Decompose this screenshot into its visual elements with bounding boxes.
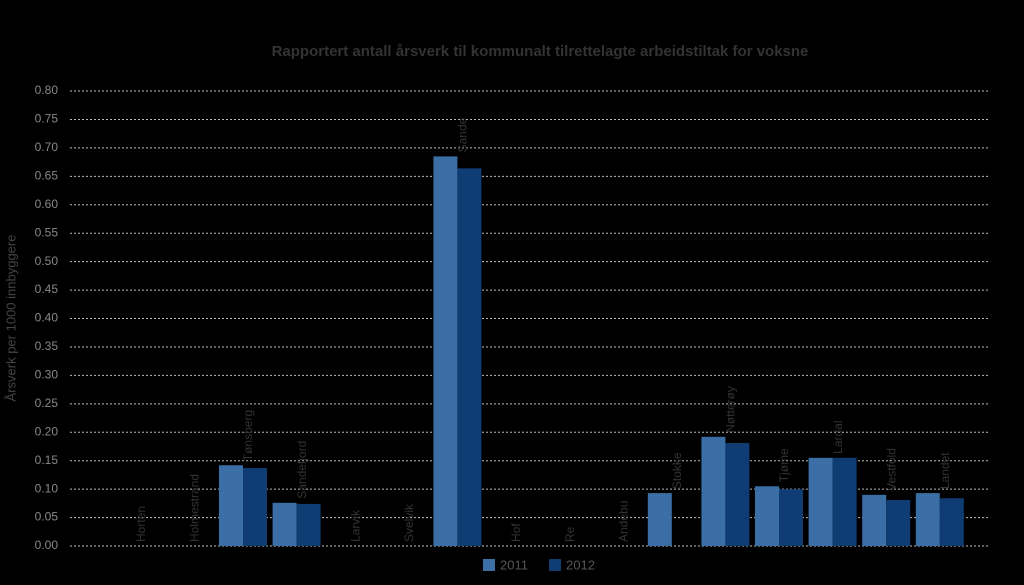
y-tick-label: 0.70 [35,140,59,154]
bar [219,465,243,546]
legend-swatch [549,559,561,571]
y-tick-label: 0.15 [35,453,59,467]
y-tick-label: 0.65 [35,168,59,182]
bar [243,468,267,546]
category-label: Landet [938,452,952,489]
bar [808,457,833,546]
category-label: Svelvik [402,503,416,542]
y-tick-label: 0.40 [35,311,59,325]
chart-title: Rapportert antall årsverk til kommunalt … [272,43,809,60]
category-label: Larvik [348,509,362,542]
y-tick-label: 0.60 [35,197,59,211]
bar [779,489,803,546]
category-label: Andebu [616,501,630,542]
category-label: Tønsberg [241,410,255,461]
category-label: Re [563,526,577,542]
y-tick-label: 0.20 [35,424,59,438]
legend-label: 2011 [500,557,528,572]
legend-label: 2012 [566,557,595,572]
y-tick-label: 0.25 [35,396,59,410]
category-label: Horten [134,506,148,542]
category-label: Holmestrand [188,474,202,542]
category-label: Nøtterøy [724,386,738,433]
bar [915,493,940,546]
category-label: Hof [509,523,523,542]
bar [939,498,964,546]
bar [832,457,857,546]
bar [433,156,458,546]
y-tick-label: 0.55 [35,225,59,239]
y-tick-label: 0.30 [35,368,59,382]
bar [886,499,911,546]
bar [725,443,750,546]
category-label: Tjøme [777,448,791,482]
bar [862,494,887,546]
y-tick-label: 0.10 [35,481,59,495]
category-label: Sandefjord [295,441,309,499]
bar [701,436,726,546]
y-tick-label: 0.50 [35,254,59,268]
bar [272,502,297,546]
y-axis-label: Årsverk per 1000 innbyggere [3,235,18,402]
bar [755,486,779,546]
category-label: Stokke [670,452,684,489]
y-tick-label: 0.00 [35,538,59,552]
y-tick-label: 0.75 [35,112,59,126]
y-tick-label: 0.45 [35,282,59,296]
category-label: Lardal [831,420,845,453]
legend-swatch [483,559,495,571]
y-tick-label: 0.05 [35,510,59,524]
bar [647,493,672,546]
y-tick-label: 0.35 [35,339,59,353]
category-label: Sande [456,117,470,152]
bar [296,503,321,546]
bar [457,168,482,546]
y-tick-label: 0.80 [35,83,59,97]
category-label: Vestfold [884,448,898,491]
